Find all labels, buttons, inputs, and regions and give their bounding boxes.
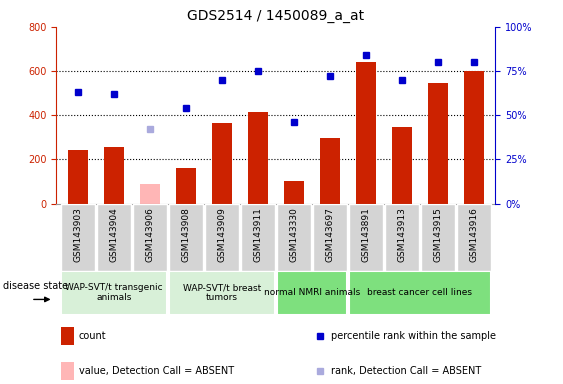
Bar xyxy=(457,204,491,271)
Bar xyxy=(385,204,419,271)
Bar xyxy=(428,83,448,204)
Bar xyxy=(169,271,275,315)
Text: GSM143915: GSM143915 xyxy=(434,207,443,262)
Text: disease state: disease state xyxy=(3,281,68,291)
Bar xyxy=(464,71,484,204)
Bar xyxy=(61,204,95,271)
Text: WAP-SVT/t breast
tumors: WAP-SVT/t breast tumors xyxy=(183,283,261,303)
Bar xyxy=(104,147,124,204)
Bar xyxy=(313,204,347,271)
Text: GSM143904: GSM143904 xyxy=(109,207,118,262)
Bar xyxy=(320,138,339,204)
Bar xyxy=(356,62,376,204)
Bar xyxy=(61,362,74,380)
Text: WAP-SVT/t transgenic
animals: WAP-SVT/t transgenic animals xyxy=(65,283,163,303)
Text: GSM143906: GSM143906 xyxy=(145,207,154,262)
Bar xyxy=(277,271,347,315)
Text: normal NMRI animals: normal NMRI animals xyxy=(263,288,360,297)
Bar xyxy=(205,204,239,271)
Bar xyxy=(277,204,311,271)
Text: value, Detection Call = ABSENT: value, Detection Call = ABSENT xyxy=(79,366,234,376)
Text: rank, Detection Call = ABSENT: rank, Detection Call = ABSENT xyxy=(331,366,481,376)
Bar xyxy=(61,271,167,315)
Text: GSM143909: GSM143909 xyxy=(217,207,226,262)
Bar xyxy=(133,204,167,271)
Bar xyxy=(348,204,383,271)
Title: GDS2514 / 1450089_a_at: GDS2514 / 1450089_a_at xyxy=(187,9,364,23)
Bar xyxy=(97,204,131,271)
Bar xyxy=(68,150,88,204)
Text: GSM143330: GSM143330 xyxy=(289,207,298,262)
Bar xyxy=(248,112,268,204)
Text: GSM143903: GSM143903 xyxy=(73,207,82,262)
Bar xyxy=(176,167,196,204)
Text: GSM143911: GSM143911 xyxy=(253,207,262,262)
Bar xyxy=(421,204,455,271)
Text: breast cancer cell lines: breast cancer cell lines xyxy=(367,288,472,297)
Text: GSM143916: GSM143916 xyxy=(470,207,479,262)
Text: GSM143891: GSM143891 xyxy=(361,207,370,262)
Text: GSM143908: GSM143908 xyxy=(181,207,190,262)
Bar xyxy=(140,184,160,204)
Bar xyxy=(169,204,203,271)
Bar xyxy=(348,271,491,315)
Bar xyxy=(392,127,412,204)
Text: GSM143697: GSM143697 xyxy=(325,207,334,262)
Bar xyxy=(61,326,74,345)
Text: count: count xyxy=(79,331,106,341)
Text: percentile rank within the sample: percentile rank within the sample xyxy=(331,331,496,341)
Bar xyxy=(212,123,232,204)
Bar xyxy=(241,204,275,271)
Text: GSM143913: GSM143913 xyxy=(397,207,406,262)
Bar xyxy=(284,182,304,204)
